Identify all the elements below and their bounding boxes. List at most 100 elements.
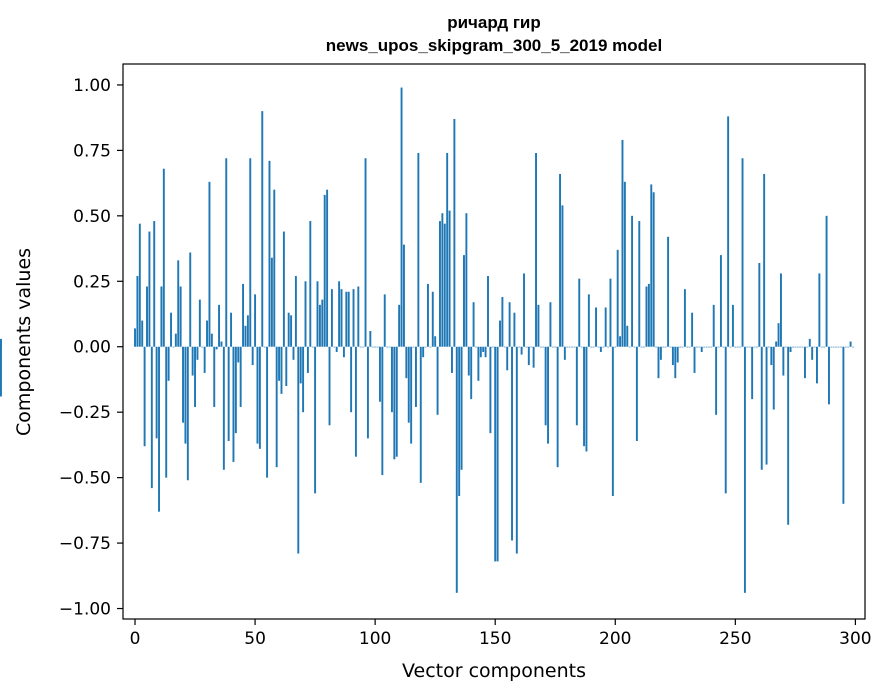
bar [270, 257, 273, 347]
y-tick-label: 0.25 [73, 272, 111, 292]
bar [686, 346, 689, 348]
bar [674, 346, 677, 379]
bar [832, 346, 835, 348]
bar [698, 346, 701, 348]
bar [309, 221, 312, 347]
bar [475, 346, 477, 348]
bar [743, 346, 746, 593]
bar [347, 291, 350, 347]
bar [727, 116, 730, 347]
bar [662, 346, 665, 348]
bar [811, 346, 814, 360]
x-tick-label: 200 [599, 629, 631, 649]
bar [621, 139, 624, 347]
bar [760, 346, 763, 470]
bar [539, 346, 542, 348]
bar [280, 346, 283, 394]
bar [218, 304, 221, 347]
plot-frame [122, 63, 866, 620]
bar [386, 346, 389, 348]
bar [170, 312, 172, 347]
bar [254, 294, 257, 347]
x-tick-label: 250 [719, 629, 751, 649]
bar [775, 341, 778, 347]
bar [731, 304, 734, 347]
bar [568, 346, 571, 348]
bar [150, 346, 153, 489]
bar [828, 346, 830, 405]
bar [266, 346, 269, 478]
bar [306, 346, 309, 373]
y-tick-label: 0.00 [73, 338, 111, 358]
bar [136, 276, 139, 347]
bar [467, 346, 470, 376]
bar [746, 346, 749, 348]
bar [703, 346, 706, 348]
bar [210, 333, 213, 347]
bar [482, 346, 485, 352]
bar [268, 160, 271, 347]
bar [755, 346, 758, 348]
bar [314, 346, 317, 494]
bar [794, 346, 797, 348]
bar [354, 346, 357, 457]
bar [155, 346, 158, 439]
x-tick-label: 50 [244, 629, 266, 649]
x-tick-label: 0 [130, 629, 141, 649]
bar [679, 346, 682, 348]
bar [813, 346, 816, 348]
bar [842, 346, 845, 504]
bar [263, 346, 266, 348]
bar [777, 323, 780, 347]
bar [739, 346, 742, 348]
bar [583, 346, 586, 447]
bar [494, 346, 497, 562]
bar [278, 346, 281, 381]
x-tick-label: 300 [839, 629, 871, 649]
bar [323, 194, 326, 347]
bar [830, 346, 833, 348]
bar [556, 346, 559, 468]
bar [282, 231, 285, 347]
bar [688, 346, 691, 348]
y-tick-label: 0.50 [73, 207, 111, 227]
bar [383, 294, 386, 347]
bar [350, 346, 353, 413]
bar [400, 87, 403, 347]
bar [208, 181, 211, 347]
bar [419, 346, 422, 483]
bar [515, 346, 518, 554]
bar [563, 346, 566, 360]
bar [561, 205, 564, 347]
bar [398, 304, 401, 347]
bar [758, 262, 761, 347]
bar [559, 173, 561, 347]
bar [503, 346, 506, 348]
bar [148, 231, 151, 347]
bar [261, 111, 264, 347]
bar [578, 278, 581, 347]
bar [393, 346, 396, 460]
bar [491, 346, 494, 348]
y-tick-label: −0.25 [59, 403, 111, 423]
bar [691, 312, 694, 347]
bar [451, 346, 453, 373]
bar [294, 276, 297, 347]
bar [417, 153, 420, 347]
bar [167, 346, 170, 381]
bar [638, 221, 641, 347]
bar [664, 346, 667, 348]
bar [465, 213, 468, 347]
bar [753, 346, 756, 348]
bar [849, 341, 852, 347]
bar [179, 286, 182, 347]
bar [695, 346, 698, 348]
bar [751, 346, 754, 400]
bar [513, 312, 516, 347]
bar [508, 302, 511, 347]
bar [645, 286, 648, 347]
bar [484, 346, 487, 358]
bar [232, 346, 235, 462]
bar [165, 346, 168, 478]
